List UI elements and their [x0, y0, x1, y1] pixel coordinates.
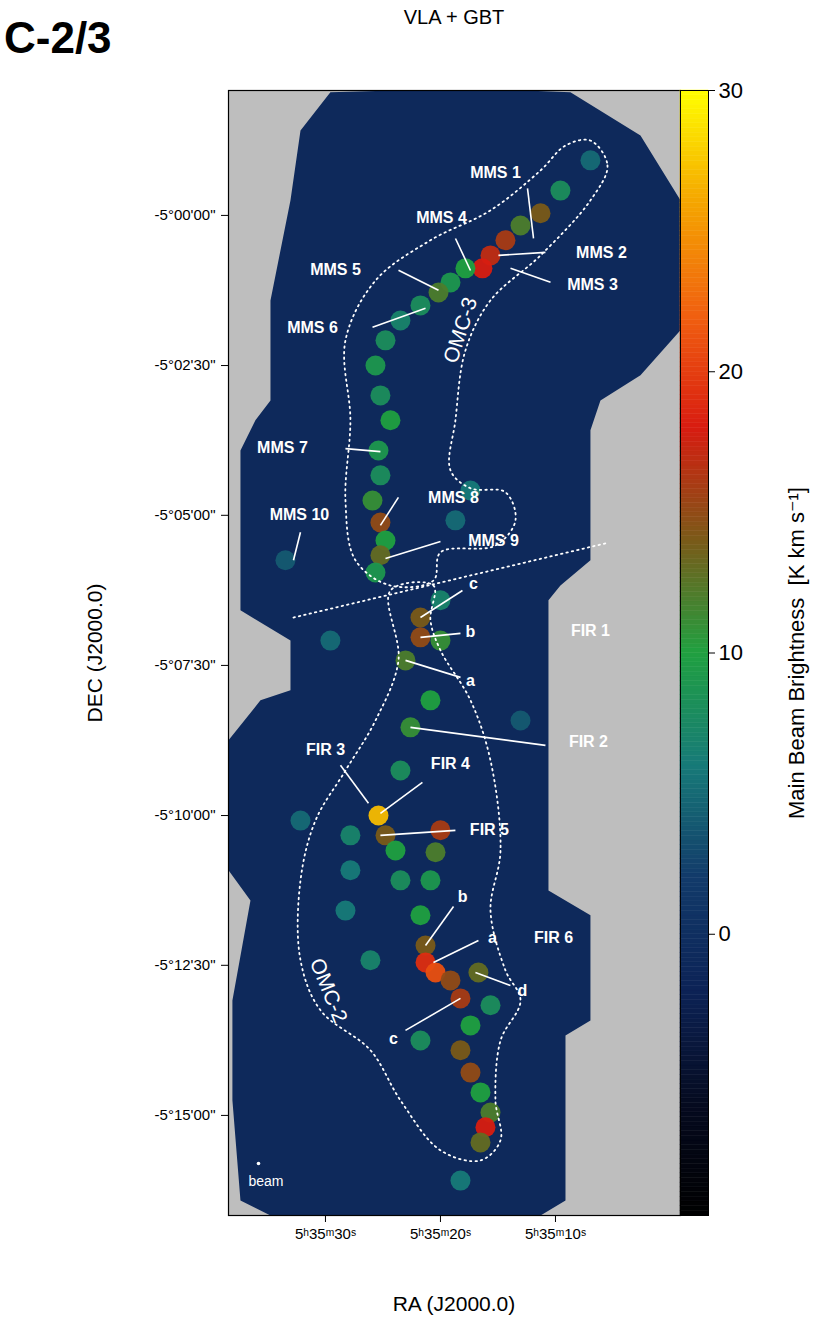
svg-text:FIR 4: FIR 4: [431, 755, 470, 772]
svg-text:FIR 2: FIR 2: [569, 733, 608, 750]
html-text:C-2/3: C-2/3: [4, 13, 112, 62]
svg-text:a: a: [466, 672, 475, 689]
svg-text:FIR 1: FIR 1: [571, 622, 610, 639]
svg-text:5ʰ35ᵐ30ˢ: 5ʰ35ᵐ30ˢ: [295, 1225, 356, 1242]
svg-text:MMS 1: MMS 1: [470, 164, 521, 181]
svg-text:OMC-2: OMC-2: [306, 955, 353, 1026]
html-text:DEC (J2000.0): DEC (J2000.0): [83, 583, 106, 722]
svg-text:-5°00'00": -5°00'00": [155, 206, 216, 223]
svg-text:OMC-3: OMC-3: [438, 294, 481, 365]
svg-text:30: 30: [719, 78, 743, 103]
html-text:VLA + GBT: VLA + GBT: [403, 6, 505, 28]
svg-text:FIR 5: FIR 5: [470, 821, 509, 838]
svg-text:beam: beam: [249, 1173, 284, 1189]
svg-text:20: 20: [719, 359, 743, 384]
svg-text:-5°02'30": -5°02'30": [155, 356, 216, 373]
svg-text:-5°15'00": -5°15'00": [155, 1106, 216, 1123]
svg-text:0: 0: [719, 921, 731, 946]
svg-text:FIR 6: FIR 6: [534, 929, 573, 946]
svg-text:-5°05'00": -5°05'00": [155, 506, 216, 523]
svg-text:5ʰ35ᵐ10ˢ: 5ʰ35ᵐ10ˢ: [525, 1225, 586, 1242]
html-text:RA (J2000.0): RA (J2000.0): [392, 1292, 516, 1315]
svg-text:MMS 9: MMS 9: [468, 532, 519, 549]
svg-text:Main Beam Brightness [K km s⁻: Main Beam Brightness [K km s⁻¹]: [784, 487, 809, 819]
svg-text:MMS 7: MMS 7: [257, 439, 308, 456]
svg-text:MMS 6: MMS 6: [287, 319, 338, 336]
svg-text:c: c: [469, 575, 478, 592]
svg-text:MMS 4: MMS 4: [416, 209, 467, 226]
svg-text:-5°12'30": -5°12'30": [155, 956, 216, 973]
svg-text:a: a: [488, 929, 497, 946]
svg-text:5ʰ35ᵐ20ˢ: 5ʰ35ᵐ20ˢ: [410, 1225, 471, 1242]
svg-text:c: c: [389, 1030, 398, 1047]
svg-text:b: b: [458, 888, 468, 905]
svg-text:MMS 8: MMS 8: [428, 489, 479, 506]
svg-text:-5°07'30": -5°07'30": [155, 656, 216, 673]
svg-text:MMS 3: MMS 3: [567, 276, 618, 293]
svg-text:MMS 5: MMS 5: [310, 261, 361, 278]
svg-text:b: b: [466, 623, 476, 640]
svg-text:d: d: [518, 982, 528, 999]
svg-text:-5°10'00": -5°10'00": [155, 806, 216, 823]
svg-text:FIR 3: FIR 3: [306, 741, 345, 758]
svg-text:MMS 10: MMS 10: [270, 506, 330, 523]
svg-text:10: 10: [719, 640, 743, 665]
svg-text:MMS 2: MMS 2: [576, 244, 627, 261]
